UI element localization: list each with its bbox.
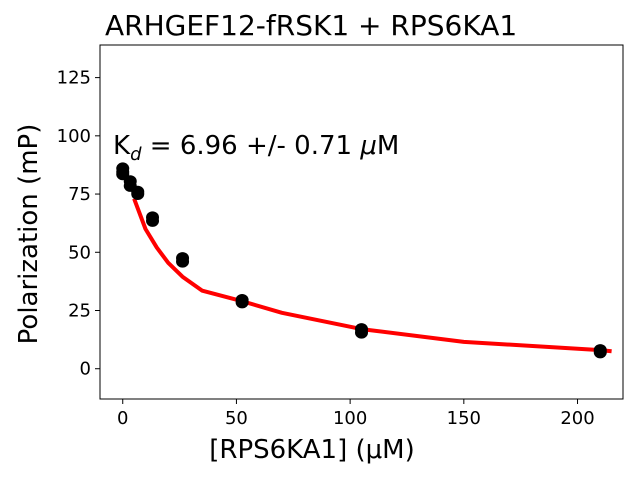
kd-unit-symbol: μ (359, 131, 377, 161)
kd-annotation: Kd = 6.96 +/- 0.71 μM (113, 131, 399, 165)
y-axis-ticks: 0 25 50 75 100 125 (57, 68, 100, 380)
data-point (355, 326, 368, 339)
data-point (235, 296, 249, 309)
fit-curve (132, 197, 612, 354)
plot-frame (99, 44, 624, 400)
y-axis-label: Polarization (mP) (14, 124, 44, 345)
y-tick-label: 125 (57, 68, 91, 89)
kd-value: = 6.96 +/- 0.71 (142, 131, 361, 161)
chart-title: ARHGEF12-fRSK1 + RPS6KA1 (105, 9, 517, 42)
kd-prefix: K (113, 131, 131, 161)
data-point (131, 188, 145, 201)
x-tick-label: 50 (225, 408, 248, 429)
x-tick-label: 0 (117, 408, 128, 429)
x-tick-label: 100 (333, 408, 367, 429)
kd-unit: M (377, 131, 399, 161)
x-axis-label: [RPS6KA1] (μM) (209, 435, 415, 465)
y-tick-label: 75 (68, 184, 91, 205)
x-tick-label: 200 (560, 408, 594, 429)
kd-subscript: d (130, 144, 142, 165)
plot-area (116, 162, 612, 359)
y-tick-label: 25 (68, 301, 91, 322)
x-axis-ticks: 0 50 100 150 200 (117, 399, 595, 429)
y-tick-label: 50 (68, 242, 91, 263)
data-point (176, 255, 190, 268)
x-tick-label: 150 (447, 408, 481, 429)
y-tick-label: 0 (80, 359, 91, 380)
data-point (146, 214, 160, 227)
y-tick-label: 100 (57, 126, 91, 147)
data-point (593, 346, 607, 359)
